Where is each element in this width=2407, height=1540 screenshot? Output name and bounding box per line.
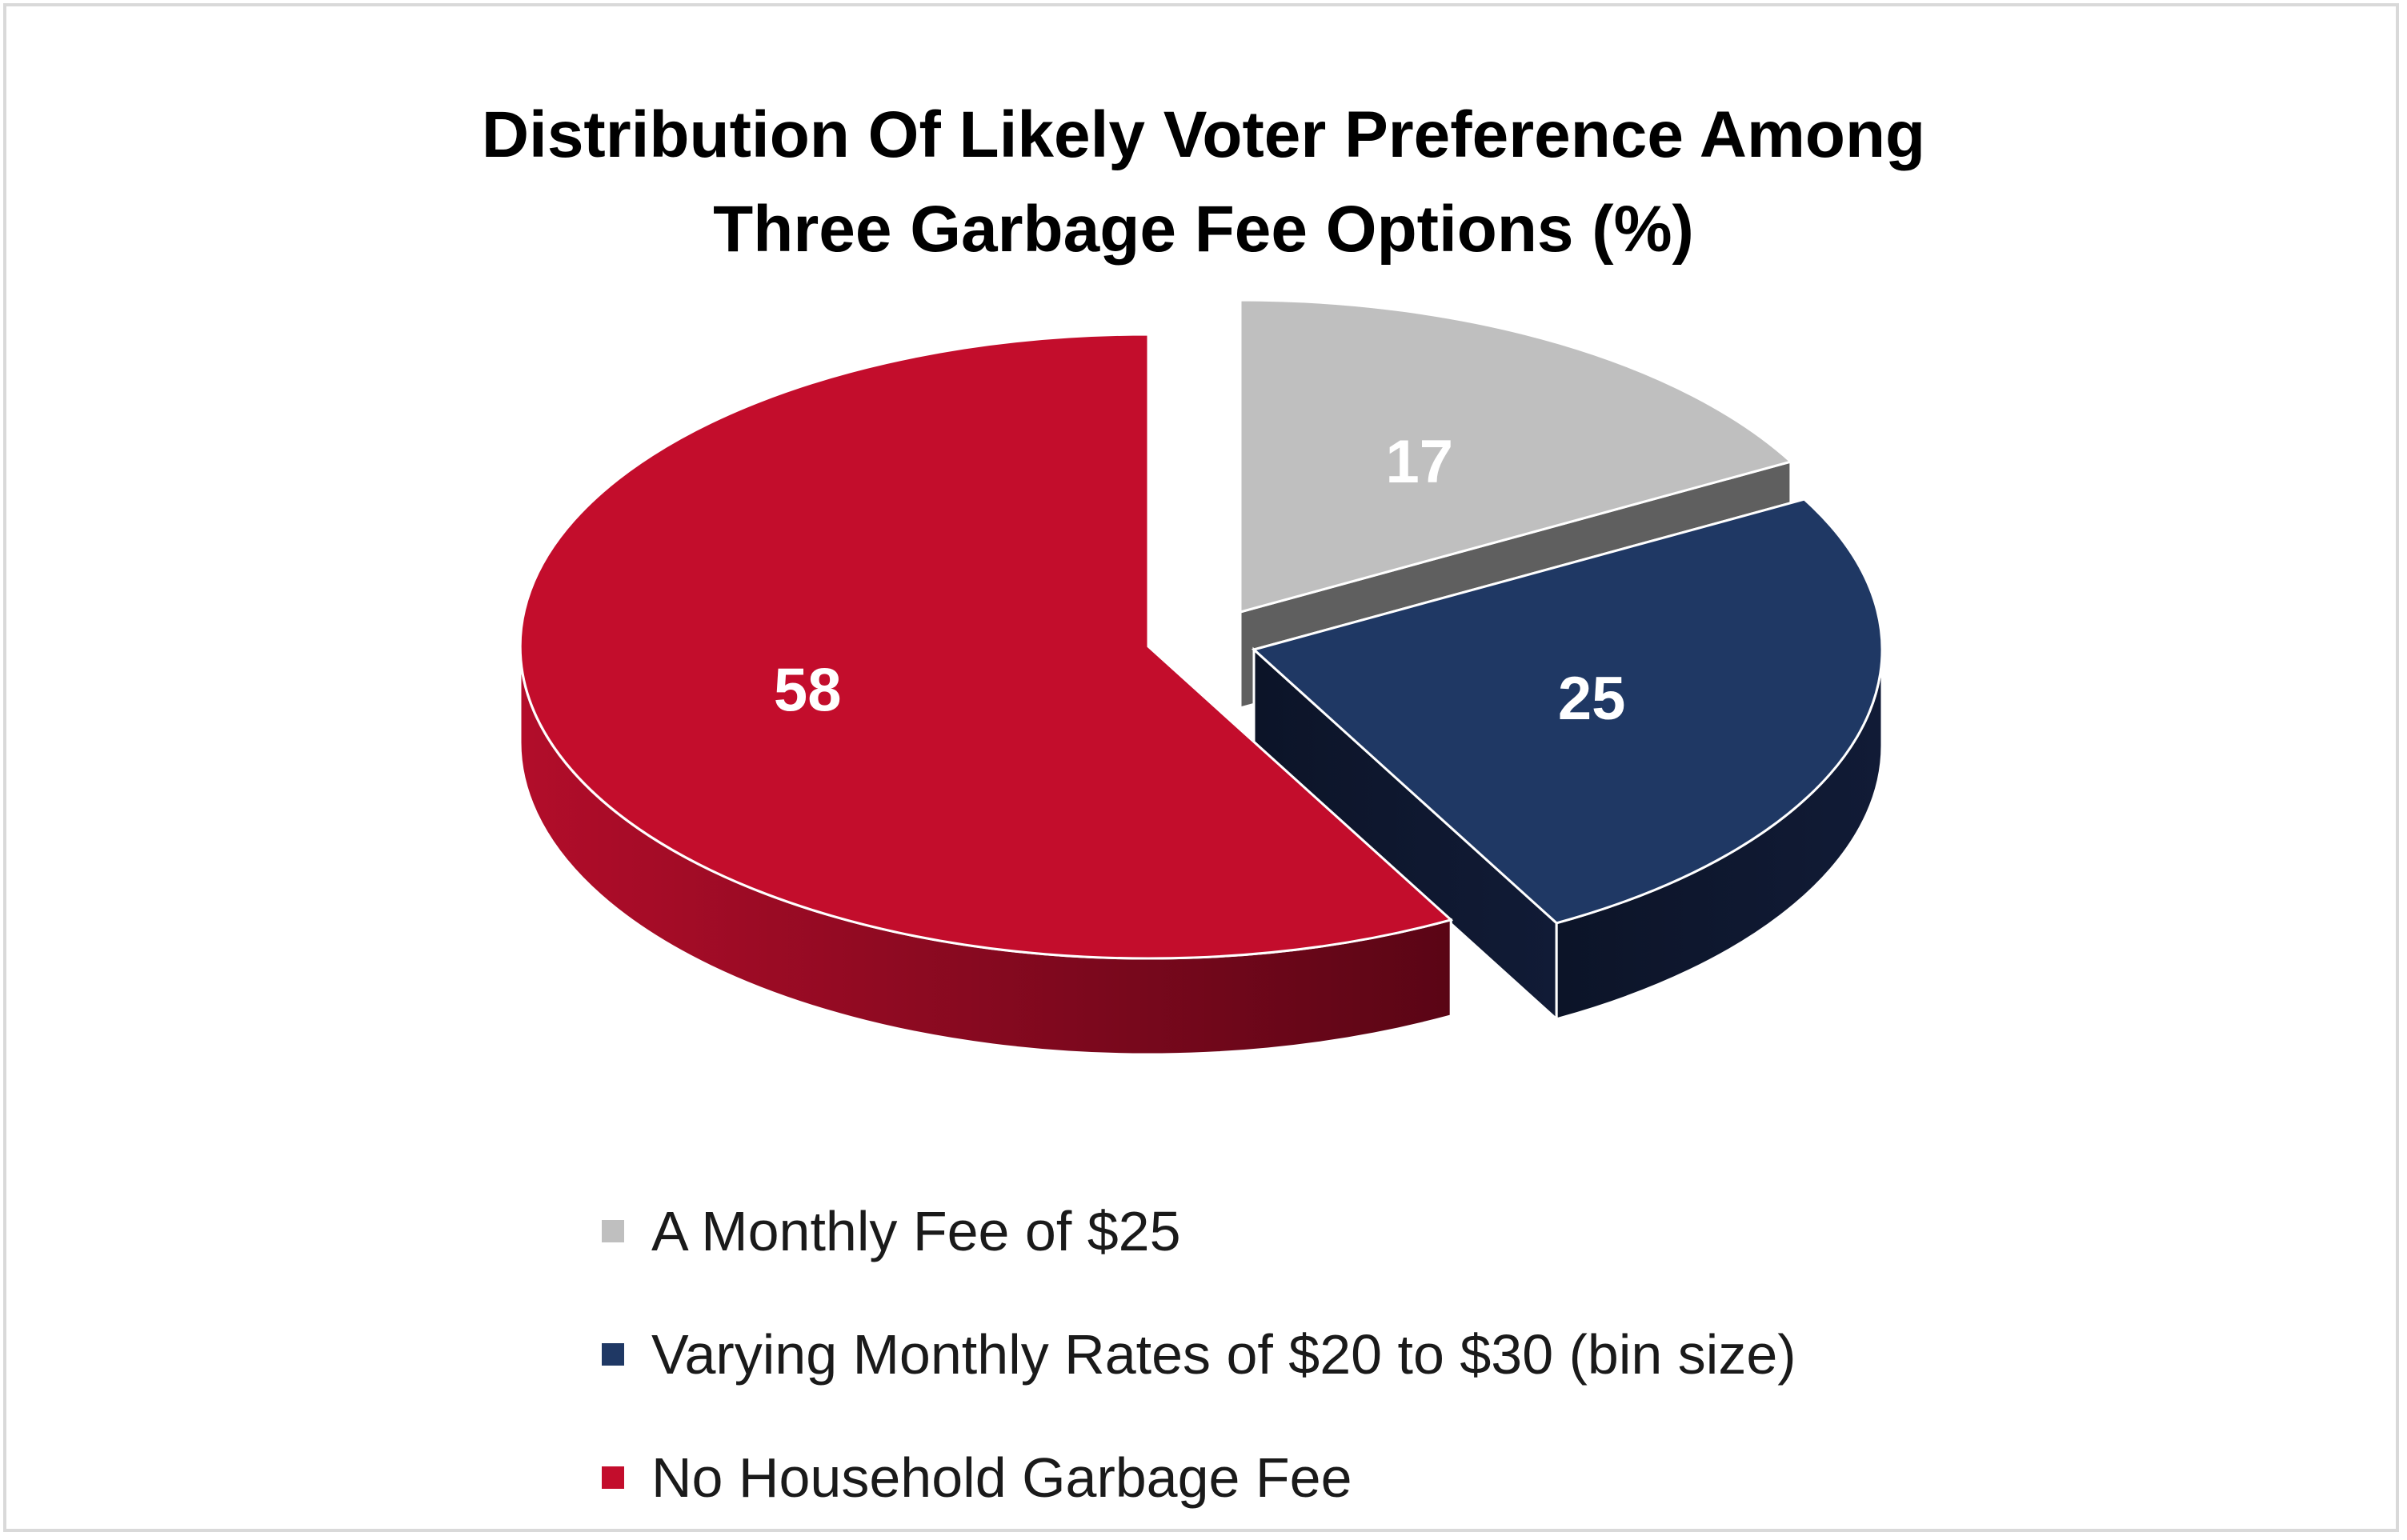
legend-swatch-2 — [602, 1343, 624, 1366]
chart-title-line-2: Three Garbage Fee Options (%) — [713, 193, 1694, 266]
pie-slice-3-top — [519, 333, 1454, 960]
legend-label-1: A Monthly Fee of $25 — [651, 1200, 1181, 1262]
pie-slices — [519, 298, 1884, 1056]
legend-swatch-1 — [602, 1220, 624, 1242]
legend: A Monthly Fee of $25 Varying Monthly Rate… — [602, 1170, 1796, 1539]
pie-data-labels: 17 25 58 — [774, 428, 1625, 733]
pie-slice-2-value-label: 25 — [1558, 665, 1626, 733]
chart-title: Distribution Of Likely Voter Preference … — [0, 88, 2407, 277]
pie-slice-3 — [519, 333, 1454, 1056]
legend-swatch-3 — [602, 1466, 624, 1489]
pie-slice-2 — [1251, 498, 1884, 1022]
chart-title-line-1: Distribution Of Likely Voter Preference … — [481, 98, 1926, 171]
pie-slice-2-top — [1251, 498, 1884, 925]
legend-item-1: A Monthly Fee of $25 — [602, 1170, 1796, 1293]
legend-label-2: Varying Monthly Rates of $20 to $30 (bin… — [651, 1323, 1796, 1386]
pie-slice-3-value-label: 58 — [774, 656, 842, 724]
legend-item-2: Varying Monthly Rates of $20 to $30 (bin… — [602, 1293, 1796, 1416]
legend-label-3: No Household Garbage Fee — [651, 1446, 1352, 1509]
pie-slice-1-value-label: 17 — [1386, 428, 1454, 496]
pie-slice-1-top — [1239, 298, 1793, 614]
legend-item-3: No Household Garbage Fee — [602, 1416, 1796, 1539]
